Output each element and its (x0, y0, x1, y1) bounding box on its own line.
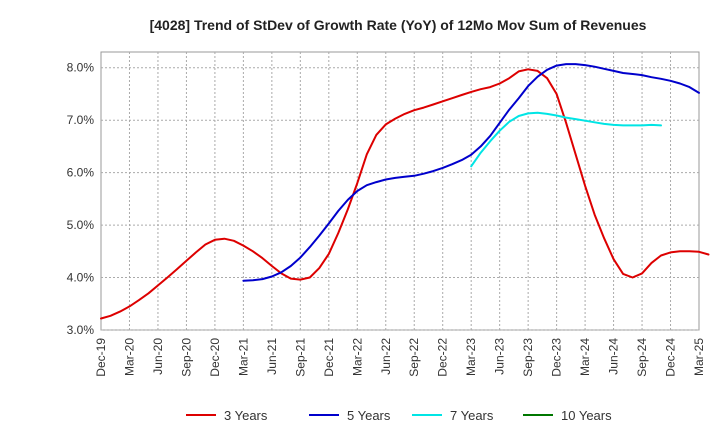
y-tick-label: 8.0% (67, 61, 95, 75)
x-tick-label: Jun-24 (607, 338, 621, 375)
series-line-7-years (470, 111, 662, 168)
x-tick-label: Sep-21 (293, 338, 307, 377)
x-tick-label: Jun-20 (151, 338, 165, 375)
x-tick-label: Sep-22 (407, 338, 421, 377)
series-line-5-years (242, 63, 700, 282)
series-lines (100, 63, 710, 320)
x-tick-label: Mar-24 (578, 338, 592, 376)
y-tick-label: 4.0% (67, 271, 95, 285)
plot-area (100, 51, 700, 331)
x-tick-label: Jun-21 (265, 338, 279, 375)
x-tick-label: Mar-25 (692, 338, 706, 376)
x-tick-label: Mar-21 (236, 338, 250, 376)
x-tick-label: Dec-22 (436, 338, 450, 377)
legend: 3 Years 5 Years 7 Years 10 Years (186, 408, 612, 423)
x-tick-label: Sep-24 (635, 338, 649, 377)
chart-title: [4028] Trend of StDev of Growth Rate (Yo… (150, 17, 647, 33)
x-tick-label: Jun-23 (493, 338, 507, 375)
legend-label: 5 Years (347, 408, 391, 423)
x-tick-label: Jun-22 (379, 338, 393, 375)
x-tick-label: Dec-21 (322, 338, 336, 377)
legend-label: 7 Years (450, 408, 494, 423)
x-tick-label: Dec-20 (208, 338, 222, 377)
y-tick-label: 6.0% (67, 166, 95, 180)
x-tick-label: Sep-23 (521, 338, 535, 377)
grid (100, 51, 700, 331)
axes: Dec-19 Mar-20 Jun-20 Sep-20 Dec-20 Mar-21 Jun-… (67, 61, 706, 377)
series-line-3-years (100, 68, 710, 320)
x-tick-label: Dec-23 (550, 338, 564, 377)
y-tick-label: 7.0% (67, 113, 95, 127)
legend-label: 3 Years (224, 408, 268, 423)
x-tick-label: Dec-19 (94, 338, 108, 377)
y-tick-label: 3.0% (67, 323, 95, 337)
x-tick-label: Sep-20 (179, 338, 193, 377)
x-tick-label: Mar-20 (122, 338, 136, 376)
y-tick-label: 5.0% (67, 218, 95, 232)
legend-label: 10 Years (561, 408, 612, 423)
x-tick-label: Dec-24 (664, 338, 678, 377)
x-tick-label: Mar-23 (464, 338, 478, 376)
x-tick-label: Mar-22 (350, 338, 364, 376)
